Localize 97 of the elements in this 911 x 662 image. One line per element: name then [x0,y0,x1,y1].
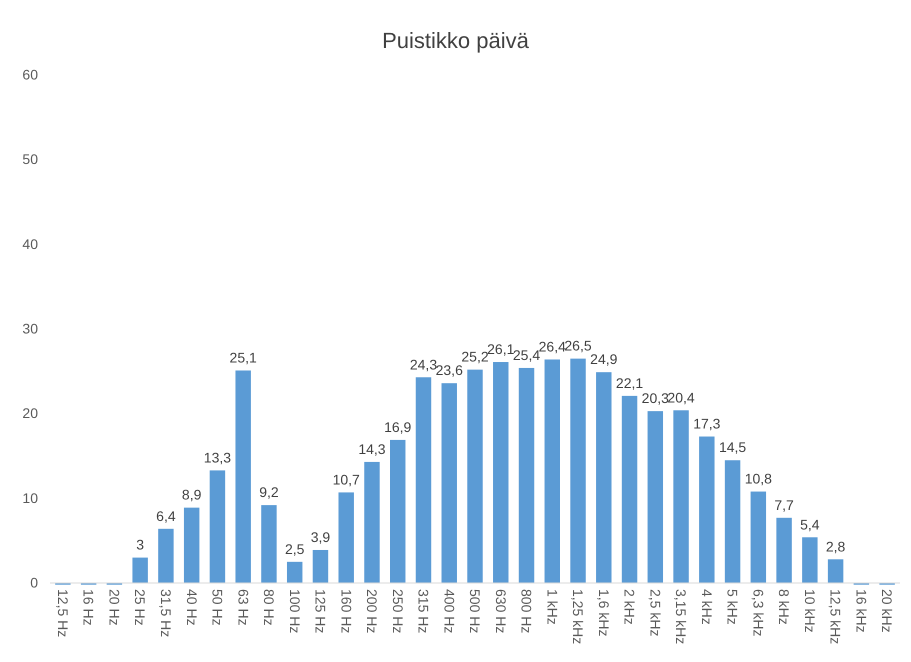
data-label: 9,2 [259,484,279,500]
y-tick-label: 60 [22,66,38,82]
bar [518,368,534,583]
x-tick-label: 2 kHz [622,589,638,625]
x-tick-label: 800 Hz [518,589,535,634]
bar [596,372,612,583]
x-tick-label: 16 kHz [853,589,870,633]
x-tick-label: 250 Hz [390,589,406,634]
y-tick-label: 40 [22,236,38,252]
bar [210,470,226,583]
y-tick-label: 30 [22,320,38,336]
data-label: 20,3 [642,390,670,406]
bar [622,396,638,583]
x-tick-label: 630 Hz [492,589,509,634]
x-tick-label: 1,25 kHz [570,589,586,644]
data-label: 25,4 [512,346,540,363]
data-label: 24,9 [590,351,618,368]
bar [390,440,406,583]
x-tick-label: 25 Hz [132,589,148,626]
data-label: 10,7 [332,471,360,488]
x-tick-label: 2,5 kHz [647,589,664,636]
bar [442,383,457,583]
bar [416,377,432,583]
y-tick-label: 10 [22,490,38,506]
x-tick-label: 12,5 kHz [828,589,844,644]
data-label: 16,9 [384,418,412,435]
data-label: 8,9 [182,486,202,503]
bar [338,492,354,583]
data-label: 2,5 [284,540,305,557]
x-tick-label: 80 Hz [261,589,278,626]
data-label: 17,3 [693,416,721,432]
data-label: 5,4 [800,516,820,532]
bar [493,362,508,583]
data-label: 10,8 [744,470,772,487]
x-tick-label: 20 Hz [106,589,122,626]
bar [312,550,328,583]
x-tick-label: 4 kHz [698,589,715,625]
bar [364,462,380,583]
data-label: 13,3 [204,449,232,466]
x-tick-label: 20 kHz [879,589,896,633]
bar [235,370,251,583]
x-tick-label: 50 Hz [210,589,226,626]
data-label: 23,6 [436,362,464,378]
data-label: 7,7 [774,496,794,513]
data-label: 14,5 [718,439,746,456]
data-label: 25,1 [230,349,258,366]
data-label: 20,4 [667,389,695,406]
bar [261,505,277,583]
x-tick-label: 63 Hz [235,589,252,626]
x-tick-label: 1,6 kHz [596,589,612,636]
x-tick-label: 40 Hz [184,589,200,626]
data-label: 22,1 [616,374,644,391]
x-tick-label: 500 Hz [467,589,484,634]
x-tick-label: 160 Hz [338,589,354,634]
data-label: 26,5 [564,338,592,354]
data-label: 3 [136,536,144,553]
data-label: 6,4 [156,508,176,524]
bar [776,518,792,583]
x-tick-label: 31,5 Hz [158,589,174,638]
bar [184,508,200,583]
data-label: 26,1 [487,341,515,358]
x-tick-label: 5 kHz [724,589,741,625]
data-label: 26,4 [538,338,566,354]
data-label: 2,8 [826,538,846,554]
bar [132,558,148,583]
x-tick-label: 10 kHz [802,589,818,633]
bar [750,492,766,583]
x-tick-label: 6,3 kHz [750,589,766,636]
x-tick-label: 8 kHz [776,589,792,625]
x-tick-label: 12,5 Hz [54,589,71,638]
x-tick-label: 100 Hz [286,589,303,634]
bar [570,358,586,583]
y-tick-label: 20 [22,405,38,422]
bar [724,460,740,583]
x-tick-label: 125 Hz [312,589,329,634]
x-tick-label: 1 kHz [544,589,560,625]
x-tick-label: 315 Hz [416,589,432,634]
bar [673,410,689,583]
bar [699,436,715,583]
data-label: 24,3 [410,356,438,372]
chart-title: Puistikko päivä [382,28,530,53]
data-label: 14,3 [358,440,386,457]
bar [158,528,174,583]
bar [828,559,844,583]
x-tick-label: 3,15 kHz [673,589,690,644]
y-tick-label: 0 [30,574,38,590]
bar [286,562,302,583]
data-label: 25,2 [461,348,489,365]
data-label: 3,9 [310,528,330,545]
y-tick-label: 50 [22,151,38,168]
bar [544,359,560,583]
bar [802,537,818,583]
bar [648,411,664,583]
x-tick-label: 400 Hz [441,589,458,634]
x-tick-label: 200 Hz [364,589,380,634]
x-tick-label: 16 Hz [80,589,97,626]
bar [467,370,483,583]
